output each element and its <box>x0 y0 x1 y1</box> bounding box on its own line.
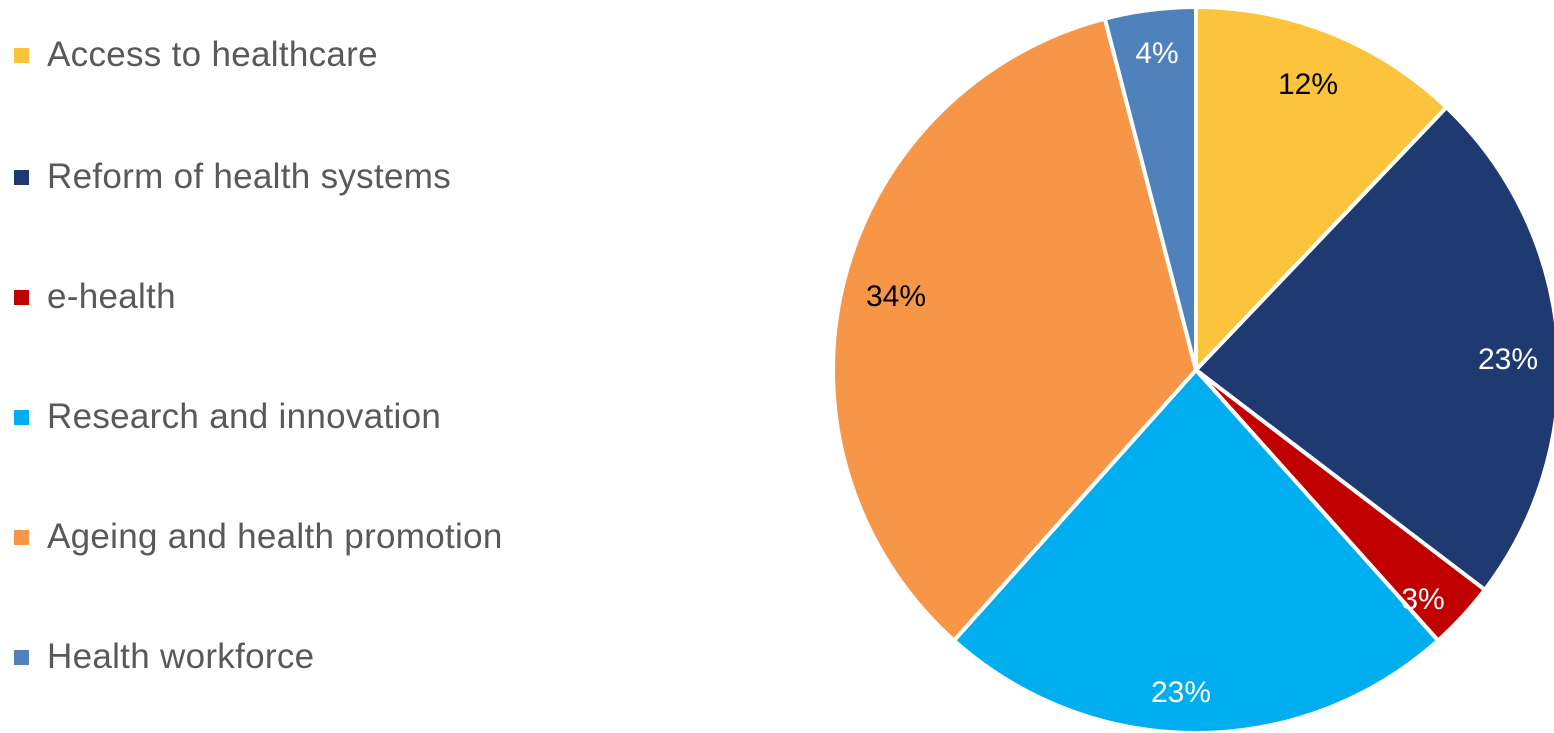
pie-slice-ageing-and-health-promotion <box>831 16 1198 643</box>
data-label-e-health: 3% <box>1401 583 1444 616</box>
pie-slice-research-and-innovation <box>951 368 1441 733</box>
legend-swatch <box>14 169 29 185</box>
legend-label: Reform of health systems <box>47 157 452 196</box>
legend-item-e-health: e-health <box>14 272 176 322</box>
legend-label: e-health <box>47 277 176 316</box>
pie-slice-health-workforce <box>1102 5 1198 372</box>
legend-swatch <box>14 409 29 425</box>
legend-item-health-workforce: Health workforce <box>14 632 314 682</box>
pie-slice-reform-of-health-systems <box>1194 105 1554 592</box>
legend-label: Research and innovation <box>47 397 442 436</box>
legend-item-reform-of-health-systems: Reform of health systems <box>14 152 451 202</box>
data-label-ageing-and-health-promotion: 34% <box>866 280 926 313</box>
legend-swatch <box>14 529 29 545</box>
legend-label: Health workforce <box>47 637 315 676</box>
data-label-reform-of-health-systems: 23% <box>1478 343 1538 376</box>
legend-item-ageing-and-health-promotion: Ageing and health promotion <box>14 512 503 562</box>
data-label-access-to-healthcare: 12% <box>1278 68 1338 101</box>
legend-item-access-to-healthcare: Access to healthcare <box>14 30 378 80</box>
legend-swatch <box>14 47 29 63</box>
data-label-research-and-innovation: 23% <box>1151 676 1211 709</box>
legend-item-research-and-innovation: Research and innovation <box>14 392 441 442</box>
legend-label: Ageing and health promotion <box>47 517 503 556</box>
pie-slice-access-to-healthcare <box>1194 5 1449 372</box>
data-label-health-workforce: 4% <box>1135 37 1178 70</box>
chart-legend: Access to healthcare Reform of health sys… <box>0 0 700 733</box>
legend-swatch <box>14 289 29 305</box>
legend-swatch <box>14 649 29 665</box>
legend-label: Access to healthcare <box>47 35 378 74</box>
